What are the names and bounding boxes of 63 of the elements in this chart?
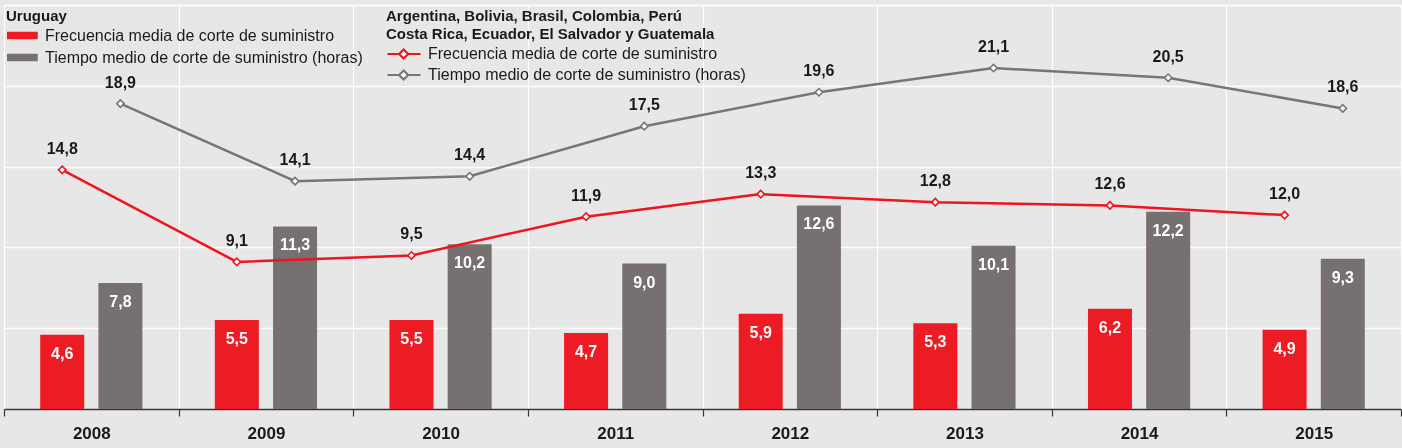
text: Costa Rica, Ecuador, El Salvador y Guatemala [386, 25, 716, 42]
legend-label: Tiempo medio de corte de suministro (horas) [428, 66, 746, 83]
data-label: 11,9 [570, 186, 602, 204]
bar [971, 245, 1016, 409]
x-tick-label: 2015 [1295, 423, 1334, 443]
data-label: 10,1 [977, 255, 1010, 273]
x-tick-label: 2010 [422, 423, 460, 443]
data-label: 18,9 [104, 73, 137, 91]
data-label: 20,5 [1152, 47, 1184, 65]
data-label: 5,5 [400, 330, 423, 348]
bar [796, 205, 841, 409]
bar [913, 323, 958, 409]
bar [273, 226, 318, 409]
bar [1146, 211, 1191, 409]
x-tick-label: 2012 [771, 423, 810, 443]
bar [389, 320, 434, 409]
x-tick-label: 2013 [946, 423, 984, 443]
data-label: 12,2 [1152, 221, 1184, 239]
data-label: 4,9 [1273, 339, 1296, 357]
x-tick-label: 2009 [247, 423, 286, 443]
legend-label: Frecuencia media de corte de suministro [428, 45, 718, 62]
legend-label: Frecuencia media de corte de suministro [45, 26, 335, 44]
data-label: 10,2 [454, 254, 486, 272]
data-label: 5,3 [924, 333, 947, 351]
bar [622, 263, 667, 409]
data-label: 21,1 [977, 38, 1010, 56]
data-label: 5,9 [749, 323, 772, 341]
data-label: 14,1 [279, 151, 311, 169]
bar [40, 334, 85, 409]
data-label: 12,0 [1269, 185, 1301, 203]
text: Argentina, Bolivia, Brasil, Colombia, Perú [386, 7, 682, 24]
bar [1262, 329, 1307, 409]
data-label: 14,8 [46, 139, 78, 157]
bar [98, 282, 143, 409]
x-tick-label: 2011 [597, 423, 635, 443]
bar [214, 320, 259, 409]
bar [1087, 308, 1132, 409]
data-label: 9,3 [1331, 268, 1355, 286]
data-label: 12,6 [803, 215, 835, 233]
bar [738, 313, 783, 409]
data-label: 12,8 [919, 172, 952, 190]
data-label: 9,1 [225, 231, 249, 249]
data-label: 5,5 [225, 330, 249, 348]
data-label: 17,5 [628, 96, 660, 114]
data-label: 11,3 [279, 236, 311, 254]
bar [564, 333, 609, 409]
x-tick-label: 2014 [1120, 423, 1160, 443]
bar [1320, 258, 1365, 409]
data-label: 12,6 [1094, 175, 1126, 193]
data-label: 4,7 [574, 343, 598, 361]
data-label: 9,5 [400, 225, 423, 243]
data-label: 7,8 [109, 292, 132, 310]
data-label: 18,6 [1327, 78, 1359, 96]
data-label: 14,4 [454, 146, 486, 164]
data-label: 4,6 [51, 344, 74, 362]
data-label: 19,6 [803, 62, 835, 80]
legend-label: Tiempo medio de corte de suministro (horas) [45, 48, 363, 66]
data-label: 13,3 [745, 164, 777, 182]
legend-title: Uruguay [6, 7, 68, 24]
bar [447, 244, 492, 409]
x-tick-label: 2008 [72, 423, 111, 443]
data-label: 6,2 [1098, 318, 1122, 336]
data-label: 9,0 [633, 273, 656, 291]
